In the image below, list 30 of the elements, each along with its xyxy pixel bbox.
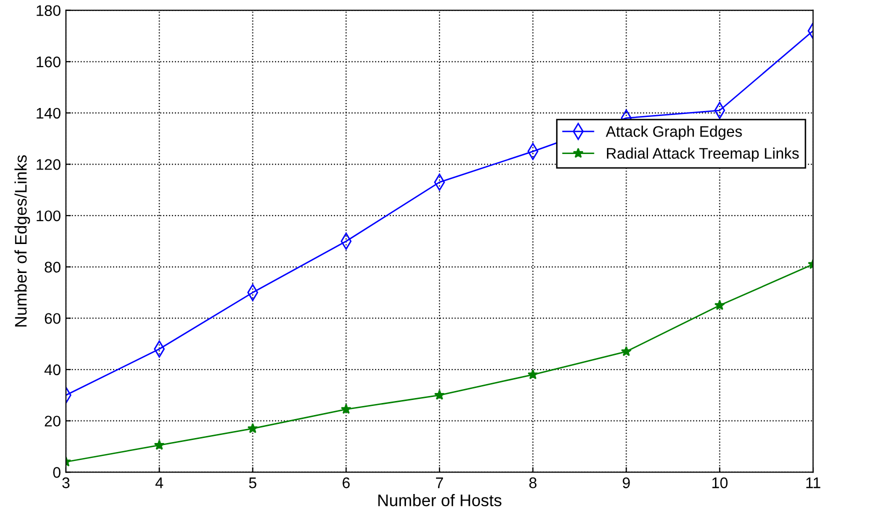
y-tick-label: 100	[36, 210, 60, 222]
point	[528, 369, 538, 380]
x-tick-label: 5	[249, 478, 256, 488]
y-tick-label: 0	[53, 467, 60, 478]
x-tick-label: 9	[622, 477, 630, 488]
point	[620, 346, 632, 356]
x-axis-title: Number of Hosts	[378, 494, 502, 506]
x-tick-label: 3	[62, 477, 70, 488]
point	[247, 422, 258, 434]
x-tick-label: 7	[436, 478, 443, 488]
x-tick-label: 11	[806, 478, 820, 488]
y-tick-label: 180	[36, 5, 60, 16]
point	[340, 404, 352, 414]
y-tick-label: 140	[36, 108, 60, 119]
y-tick-label: 160	[36, 56, 60, 68]
x-tick-label: 4	[155, 478, 164, 488]
point	[154, 440, 165, 450]
x-tick-label: 6	[342, 477, 350, 488]
point	[434, 390, 445, 400]
y-axis-title: Number of Edges/Links	[14, 155, 30, 326]
y-tick-label: 20	[44, 416, 60, 427]
legend-label: Attack Graph Edges	[606, 126, 742, 140]
y-tick-label: 60	[44, 313, 60, 324]
legend-label: Radial Attack Treemap Links	[606, 148, 799, 162]
y-tick-label: 120	[36, 159, 60, 170]
x-tick-label: 8	[529, 477, 536, 488]
y-tick-label: 40	[44, 364, 60, 376]
point	[714, 300, 725, 310]
y-tick-label: 80	[44, 262, 60, 273]
x-tick-label: 10	[712, 477, 728, 488]
